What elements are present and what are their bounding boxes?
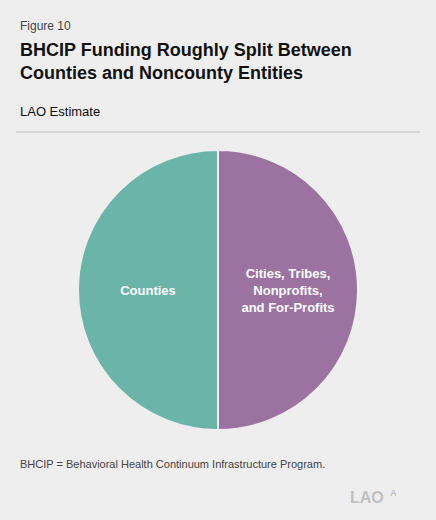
subtitle: LAO Estimate — [20, 104, 100, 119]
slice — [218, 150, 358, 430]
figure-label: Figure 10 — [20, 19, 71, 33]
title: BHCIP Funding Roughly Split BetweenCount… — [20, 40, 352, 83]
watermark: LAO — [350, 489, 384, 506]
footnote: BHCIP = Behavioral Health Continuum Infr… — [20, 458, 325, 470]
background — [0, 0, 436, 520]
slice-labels: Cities, Tribes,Nonprofits,and For-Profit… — [120, 266, 334, 315]
slice — [78, 150, 218, 430]
pie — [78, 150, 358, 430]
watermark: A — [390, 488, 397, 498]
chart: Figure 10 BHCIP Funding Roughly Split Bet… — [0, 0, 436, 520]
slice-label: Counties — [120, 283, 176, 298]
slice-label: Cities, Tribes,Nonprofits,and For-Profit… — [241, 266, 334, 315]
header-rule — [16, 132, 420, 133]
